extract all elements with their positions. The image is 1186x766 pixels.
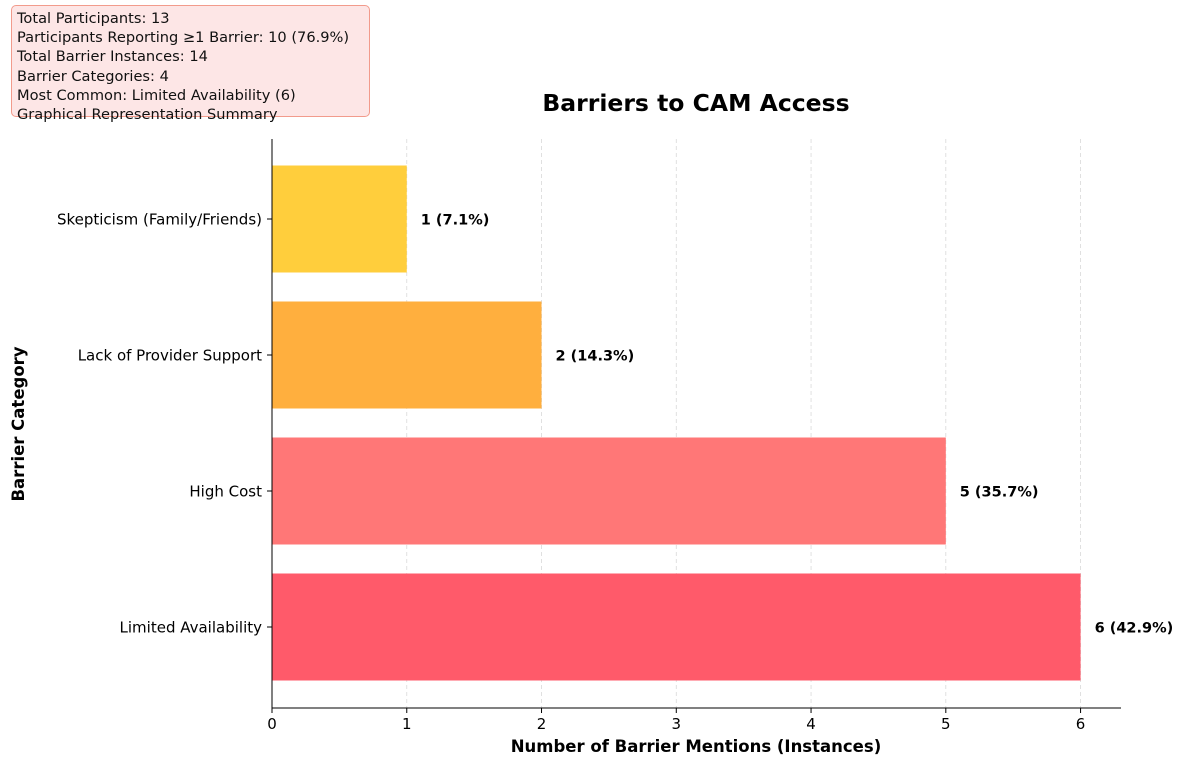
x-tick-label: 3 xyxy=(672,715,682,733)
value-label: 2 (14.3%) xyxy=(556,349,635,365)
value-label: 6 (42.9%) xyxy=(1095,621,1174,637)
summary-line: Graphical Representation Summary xyxy=(17,105,278,123)
x-tick-label: 5 xyxy=(941,715,951,733)
bar xyxy=(272,301,542,409)
y-tick-label: Lack of Provider Support xyxy=(78,347,262,365)
labels-group: Limited Availability 6 (42.9%) High Cost 5 … xyxy=(57,211,1173,734)
y-tick-label: Skepticism (Family/Friends) xyxy=(57,211,262,229)
summary-line: Total Participants: 13 xyxy=(17,10,170,27)
chart-title: Barriers to CAM Access xyxy=(542,89,849,117)
y-axis-label: Barrier Category xyxy=(9,346,28,501)
y-tick-label: Limited Availability xyxy=(120,619,263,637)
x-tick-label: 6 xyxy=(1076,715,1086,733)
x-tick-label: 1 xyxy=(402,715,412,733)
summary-line: Participants Reporting ≥1 Barrier: 10 (7… xyxy=(17,29,350,47)
value-label: 1 (7.1%) xyxy=(421,213,490,229)
summary-line: Most Common: Limited Availability (6) xyxy=(17,86,296,104)
x-axis-label: Number of Barrier Mentions (Instances) xyxy=(511,737,882,756)
summary-box: Total Participants: 13 Participants Repo… xyxy=(11,5,370,123)
summary-line: Barrier Categories: 4 xyxy=(17,67,169,85)
bars-group xyxy=(272,165,1081,681)
x-tick-label: 0 xyxy=(267,715,277,733)
x-tick-label: 4 xyxy=(806,715,816,733)
bar xyxy=(272,573,1081,681)
bar xyxy=(272,437,946,545)
value-label: 5 (35.7%) xyxy=(960,485,1039,501)
axes-group xyxy=(267,139,1121,713)
x-tick-label: 2 xyxy=(537,715,547,733)
y-tick-label: High Cost xyxy=(189,483,262,501)
bar xyxy=(272,165,407,273)
summary-line: Total Barrier Instances: 14 xyxy=(17,48,208,66)
